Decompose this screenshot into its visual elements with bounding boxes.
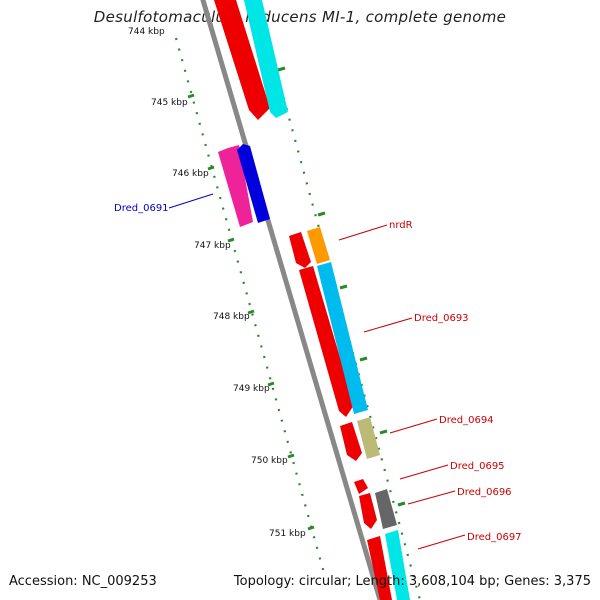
label-leaders	[168, 193, 466, 550]
tick-marks	[187, 93, 315, 531]
gene-label-dred-0693[interactable]: Dred_0693	[414, 313, 469, 324]
tick-label-744: 744 kbp	[128, 27, 165, 37]
gene-label-dred-0691[interactable]: Dred_0691	[114, 203, 169, 214]
gene-dred-0694-red[interactable]	[340, 422, 362, 461]
tick-label-749: 749 kbp	[233, 384, 270, 394]
tick-labels: 744 kbp 745 kbp 746 kbp 747 kbp 748 kbp …	[128, 27, 306, 539]
gene-nrdr-red[interactable]	[289, 232, 311, 268]
gene-top-cyan[interactable]	[244, 0, 288, 118]
gene-label-dred-0695[interactable]: Dred_0695	[450, 461, 505, 472]
backbone-line	[200, 0, 383, 600]
gene-dred-0697-cyan[interactable]	[385, 530, 410, 600]
gene-labels: Dred_0691 nrdR Dred_0693 Dred_0694 Dred_…	[114, 203, 522, 543]
gene-dred-0695-red[interactable]	[354, 479, 368, 494]
tick-label-748: 748 kbp	[213, 312, 250, 322]
tick-label-750: 750 kbp	[251, 456, 288, 466]
tick-label-747: 747 kbp	[194, 241, 231, 251]
gene-dred-0697-red[interactable]	[367, 536, 392, 600]
gene-dred-0696-gray[interactable]	[375, 489, 397, 529]
gene-dred-0694-khaki[interactable]	[357, 417, 380, 459]
gene-dred-0691-blue[interactable]	[237, 144, 270, 223]
gene-label-nrdr[interactable]: nrdR	[389, 220, 413, 231]
right-tick-marks	[277, 66, 406, 507]
gene-nrdr-orange[interactable]	[307, 227, 330, 264]
gene-label-dred-0696[interactable]: Dred_0696	[457, 487, 512, 498]
map-title: Desulfotomaculum reducens MI-1, complete…	[93, 8, 507, 26]
tick-label-751: 751 kbp	[269, 529, 306, 539]
gene-label-dred-0694[interactable]: Dred_0694	[439, 415, 494, 426]
gene-dred-0693-skyblue[interactable]	[317, 262, 368, 414]
tick-label-746: 746 kbp	[172, 169, 209, 179]
gene-dred-0696-red[interactable]	[359, 493, 377, 529]
gene-label-dred-0697[interactable]: Dred_0697	[467, 532, 522, 543]
tick-label-745: 745 kbp	[151, 98, 188, 108]
accession-text: Accession: NC_009253	[9, 574, 157, 589]
gene-top-red[interactable]	[214, 0, 270, 120]
genome-summary-text: Topology: circular; Length: 3,608,104 bp…	[233, 574, 591, 589]
tick-track	[174, 37, 326, 574]
gene-dred-0693-red[interactable]	[299, 266, 354, 417]
gene-dred-0691-magenta[interactable]	[218, 145, 253, 227]
